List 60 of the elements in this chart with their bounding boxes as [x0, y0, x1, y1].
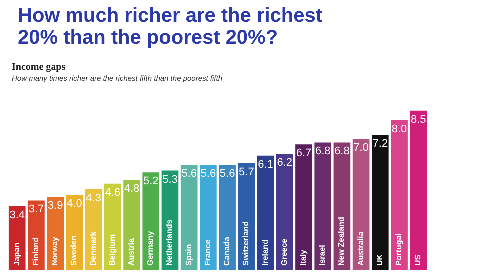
bar	[276, 154, 294, 270]
x-tick-label: Japan	[12, 242, 22, 266]
x-tick-label: Sweden	[70, 236, 79, 266]
x-tick-label: Ireland	[260, 240, 270, 266]
data-label: 8.0	[392, 123, 408, 136]
data-label: 6.1	[258, 158, 274, 171]
x-tick-label: Spain	[184, 244, 194, 266]
bar	[391, 120, 408, 270]
bar	[142, 172, 160, 270]
bar	[180, 165, 198, 270]
data-label: 3.9	[48, 200, 64, 212]
x-tick-label: Greece	[280, 238, 289, 266]
x-tick-label: New Zealand	[337, 216, 346, 266]
data-label: 6.2	[277, 156, 293, 169]
x-tick-label: US	[414, 254, 423, 266]
bar	[124, 180, 140, 270]
chart-subtitle: Income gaps	[12, 62, 66, 73]
x-tick-label: Denmark	[88, 231, 98, 266]
x-tick-label: Israel	[318, 245, 328, 266]
bar	[200, 165, 217, 270]
data-label: 7.0	[354, 142, 369, 154]
data-label: 4.3	[86, 192, 102, 205]
x-tick-label: Australia	[356, 231, 366, 266]
text: How much richer are the richest	[18, 5, 323, 27]
data-label: 5.6	[200, 168, 216, 180]
bar	[219, 165, 236, 270]
bar	[410, 110, 428, 270]
x-tick-label: UK	[375, 254, 384, 266]
bar	[314, 142, 332, 270]
x-tick-label: Germany	[146, 230, 156, 266]
x-tick-label: Netherlands	[165, 219, 174, 266]
x-tick-label: Italy	[298, 249, 308, 266]
data-label: 4.6	[105, 186, 121, 199]
bar	[352, 138, 370, 270]
data-label: 8.5	[410, 114, 426, 126]
bar	[296, 144, 312, 270]
data-label: 6.7	[296, 148, 312, 160]
x-tick-label: Switzerland	[242, 221, 251, 266]
data-label: 3.4	[10, 209, 26, 222]
x-tick-label: Austria	[127, 238, 136, 266]
data-label: 5.6	[220, 168, 236, 180]
x-tick-label: Portugal	[394, 234, 404, 266]
x-tick-label: France	[203, 239, 212, 266]
data-label: 6.8	[334, 146, 350, 158]
data-label: 6.8	[315, 146, 331, 158]
data-label: 4.8	[124, 183, 140, 196]
data-label: 3.7	[28, 204, 44, 216]
x-tick-label: Belgium	[108, 234, 117, 266]
data-label: 5.2	[143, 176, 159, 188]
data-label: 5.3	[162, 174, 178, 186]
bar	[257, 156, 274, 270]
x-tick-label: Finland	[31, 237, 40, 266]
x-tick-label: Norway	[50, 236, 60, 266]
text: 20% than the poorest 20%?	[18, 27, 278, 49]
data-label: 7.2	[372, 138, 388, 150]
x-tick-label: Canada	[222, 236, 232, 266]
bar	[372, 135, 389, 270]
data-label: 5.7	[239, 166, 254, 178]
data-label: 5.6	[182, 168, 197, 180]
data-label: 4.0	[67, 198, 82, 210]
